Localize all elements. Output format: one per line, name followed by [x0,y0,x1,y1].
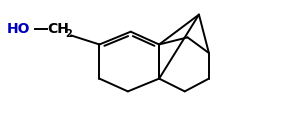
Text: HO: HO [7,22,30,36]
Text: CH: CH [47,22,69,36]
Text: 2: 2 [65,29,72,39]
